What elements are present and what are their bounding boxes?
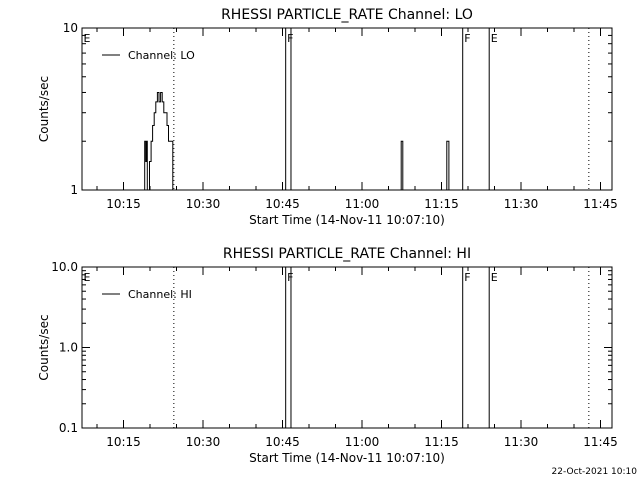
series-line <box>144 92 450 191</box>
flag-label: F <box>287 271 293 284</box>
lo-channel-panel: RHESSI PARTICLE_RATE Channel: LO 10:15 10:… <box>37 7 618 227</box>
x-tick-label: 11:30 <box>504 435 539 449</box>
legend-label: Channel: HI <box>128 288 192 301</box>
x-tick-label: 11:00 <box>345 197 380 211</box>
x-tick-label: 11:30 <box>504 197 539 211</box>
x-tick-label: 10:30 <box>186 435 221 449</box>
y-axis-label: Counts/sec <box>37 76 51 142</box>
x-axis-label: Start Time (14-Nov-11 10:07:10) <box>249 451 445 465</box>
x-tick-label: 11:45 <box>583 197 618 211</box>
y-tick-label: 1 <box>70 183 78 197</box>
x-tick-label: 11:45 <box>583 435 618 449</box>
flag-label: E <box>491 32 498 45</box>
flag-label: F <box>464 271 470 284</box>
x-tick-label: 10:45 <box>265 435 300 449</box>
x-tick-label: 10:15 <box>106 197 141 211</box>
y-tick-label: 1.0 <box>59 341 78 355</box>
x-tick-label: 11:00 <box>345 435 380 449</box>
legend-label: Channel: LO <box>128 49 195 62</box>
flag-label: F <box>464 32 470 45</box>
hi-channel-panel: RHESSI PARTICLE_RATE Channel: HI 10:15 10:… <box>37 246 618 465</box>
y-tick-label: 0.1 <box>59 421 78 435</box>
flag-label: F <box>287 32 293 45</box>
generation-timestamp: 22-Oct-2021 10:10 <box>552 467 638 477</box>
flag-label: E <box>84 271 91 284</box>
flag-label: E <box>491 271 498 284</box>
x-tick-label: 10:15 <box>106 435 141 449</box>
x-tick-label: 11:15 <box>424 435 459 449</box>
y-axis-label: Counts/sec <box>37 314 51 380</box>
y-tick-label: 10 <box>63 21 78 35</box>
y-tick-label: 10.0 <box>51 260 78 274</box>
x-tick-label: 10:30 <box>186 197 221 211</box>
x-tick-label: 10:45 <box>265 197 300 211</box>
chart-title: RHESSI PARTICLE_RATE Channel: HI <box>223 246 471 262</box>
x-tick-label: 11:15 <box>424 197 459 211</box>
chart-title: RHESSI PARTICLE_RATE Channel: LO <box>221 7 473 23</box>
flag-label: E <box>84 32 91 45</box>
x-axis-label: Start Time (14-Nov-11 10:07:10) <box>249 213 445 227</box>
